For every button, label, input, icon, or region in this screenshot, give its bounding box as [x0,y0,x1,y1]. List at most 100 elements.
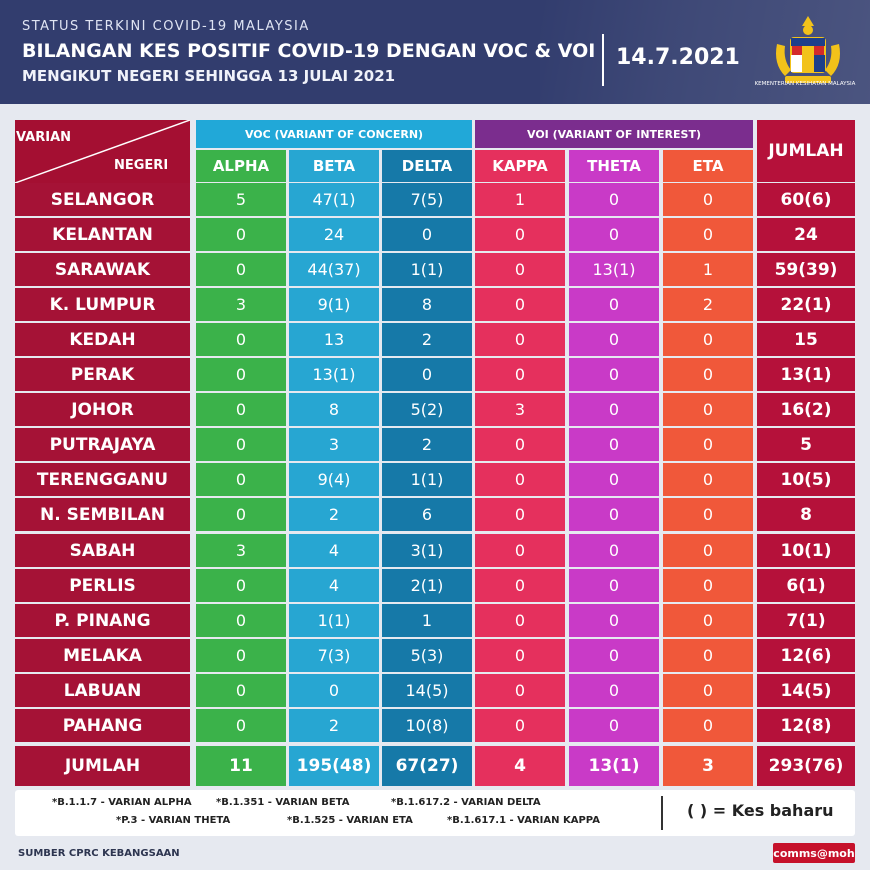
value-cell-beta: 2 [289,498,379,531]
report-date: 14.7.2021 [616,45,740,70]
header-banner: STATUS TERKINI COVID-19 MALAYSIA BILANGA… [0,0,870,104]
value-cell-kappa: 0 [475,639,565,672]
value-cell-alpha: 0 [196,639,286,672]
value-cell-alpha: 0 [196,428,286,461]
row-total-cell: 14(5) [757,674,855,707]
legend-kes-baharu: ( ) = Kes baharu [687,801,834,820]
state-name-cell: PAHANG [15,709,190,742]
state-name-cell: N. SEMBILAN [15,498,190,531]
value-cell-alpha: 0 [196,674,286,707]
value-cell-alpha: 0 [196,709,286,742]
value-cell-alpha: 3 [196,534,286,567]
state-name-cell: P. PINANG [15,604,190,637]
logo-caption: KEMENTERIAN KESIHATAN MALAYSIA [754,81,856,87]
value-cell-eta: 0 [663,674,753,707]
value-cell-kappa: 0 [475,498,565,531]
status-label: STATUS TERKINI COVID-19 MALAYSIA [22,19,310,34]
row-total-cell: 12(8) [757,709,855,742]
value-cell-kappa: 0 [475,218,565,251]
corner-varian-label: VARIAN [16,130,72,145]
row-total-cell: 59(39) [757,253,855,286]
value-cell-delta: 8 [382,288,472,321]
value-cell-delta: 1(1) [382,463,472,496]
value-cell-delta: 14(5) [382,674,472,707]
value-cell-kappa: 3 [475,393,565,426]
value-cell-theta: 13(1) [569,253,659,286]
row-total-cell: 16(2) [757,393,855,426]
footnote-box [15,790,855,836]
value-cell-beta: 4 [289,569,379,602]
column-header-alpha: ALPHA [196,150,286,182]
value-cell-kappa: 0 [475,709,565,742]
brand-badge: comms@moh [773,843,855,863]
state-name-cell: KELANTAN [15,218,190,251]
value-cell-delta: 5(3) [382,639,472,672]
value-cell-alpha: 5 [196,183,286,216]
value-cell-beta: 8 [289,393,379,426]
value-cell-alpha: 0 [196,358,286,391]
value-cell-alpha: 0 [196,253,286,286]
total-cell-kappa: 4 [475,746,565,786]
column-header-jumlah: JUMLAH [757,120,855,182]
value-cell-kappa: 0 [475,323,565,356]
value-cell-theta: 0 [569,183,659,216]
value-cell-kappa: 0 [475,428,565,461]
value-cell-theta: 0 [569,604,659,637]
value-cell-eta: 0 [663,639,753,672]
voc-group-header: VOC (VARIANT OF CONCERN) [196,120,472,148]
value-cell-beta: 7(3) [289,639,379,672]
value-cell-delta: 10(8) [382,709,472,742]
corner-header [15,120,190,183]
value-cell-eta: 0 [663,358,753,391]
voi-group-header: VOI (VARIANT OF INTEREST) [475,120,753,148]
header-divider [602,34,604,86]
row-total-cell: 8 [757,498,855,531]
page-title: BILANGAN KES POSITIF COVID-19 DENGAN VOC… [22,40,596,62]
value-cell-delta: 1 [382,604,472,637]
value-cell-kappa: 0 [475,604,565,637]
value-cell-delta: 6 [382,498,472,531]
value-cell-beta: 13(1) [289,358,379,391]
footnote-theta: *P.3 - VARIAN THETA [116,815,231,826]
column-header-delta: DELTA [382,150,472,182]
value-cell-beta: 0 [289,674,379,707]
value-cell-eta: 0 [663,183,753,216]
value-cell-beta: 24 [289,218,379,251]
value-cell-eta: 0 [663,709,753,742]
page-subtitle: MENGIKUT NEGERI SEHINGGA 13 JULAI 2021 [22,67,396,85]
value-cell-eta: 0 [663,218,753,251]
value-cell-theta: 0 [569,323,659,356]
column-header-eta: ETA [663,150,753,182]
footnote-kappa: *B.1.617.1 - VARIAN KAPPA [447,815,600,826]
corner-negeri-label: NEGERI [114,158,169,173]
value-cell-eta: 0 [663,498,753,531]
value-cell-alpha: 0 [196,393,286,426]
value-cell-alpha: 3 [196,288,286,321]
value-cell-beta: 1(1) [289,604,379,637]
column-header-kappa: KAPPA [475,150,565,182]
state-name-cell: TERENGGANU [15,463,190,496]
value-cell-delta: 0 [382,218,472,251]
row-total-cell: 24 [757,218,855,251]
state-name-cell: PUTRAJAYA [15,428,190,461]
value-cell-theta: 0 [569,463,659,496]
row-total-cell: 12(6) [757,639,855,672]
footnote-delta: *B.1.617.2 - VARIAN DELTA [391,797,541,808]
value-cell-alpha: 0 [196,463,286,496]
value-cell-delta: 1(1) [382,253,472,286]
footnote-alpha: *B.1.1.7 - VARIAN ALPHA [52,797,192,808]
value-cell-alpha: 0 [196,218,286,251]
state-name-cell: PERLIS [15,569,190,602]
row-total-cell: 13(1) [757,358,855,391]
value-cell-kappa: 0 [475,534,565,567]
value-cell-delta: 2 [382,428,472,461]
total-cell-beta: 195(48) [289,746,379,786]
value-cell-beta: 13 [289,323,379,356]
value-cell-theta: 0 [569,218,659,251]
value-cell-kappa: 0 [475,253,565,286]
footnote-eta: *B.1.525 - VARIAN ETA [287,815,413,826]
value-cell-eta: 0 [663,393,753,426]
footnote-beta: *B.1.351 - VARIAN BETA [216,797,350,808]
value-cell-beta: 2 [289,709,379,742]
value-cell-alpha: 0 [196,323,286,356]
